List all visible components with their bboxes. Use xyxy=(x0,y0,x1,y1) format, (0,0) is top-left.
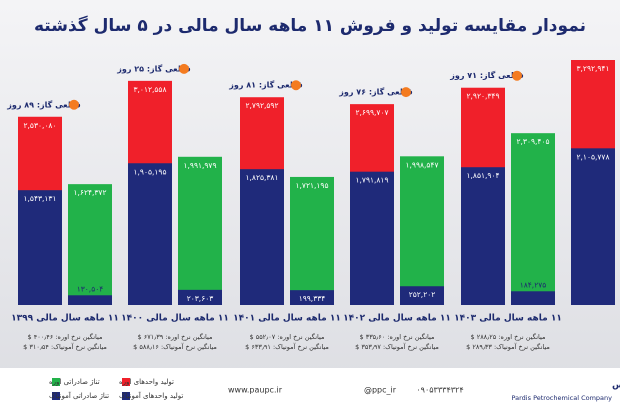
flame-icon xyxy=(179,63,189,74)
phone: ۰۹۰۵۳۳۳۴۳۲۴ xyxy=(416,386,463,395)
x-tick-label: ۱۱ ماهه سال مالی ۱۴۰۲ xyxy=(343,314,451,324)
footer xyxy=(0,368,620,410)
price-ammonia: میانگین نرخ آمونیاک: ۶۳۳٫۹۱ $ xyxy=(245,342,329,351)
x-tick-label: ۱۱ ماهه سال مالی ۱۴۰۳ xyxy=(454,314,562,324)
company: شرکت پتروشیمی پردیس xyxy=(612,381,620,391)
value-label: ۱۸۴,۲۷۵ xyxy=(520,280,547,289)
gas-cut: قطعی گاز: ۸۱ روز xyxy=(228,80,302,90)
bar xyxy=(240,169,284,305)
gas-cut: قطعی گاز: ۲۵ روز xyxy=(116,63,190,73)
value-label: ۲۵۲,۲۰۲ xyxy=(409,290,436,299)
legend-label: تولید واحدهای آمونیاک xyxy=(119,391,183,400)
price-ammonia: میانگین نرخ آمونیاک: ۳۵۳٫۹۷ $ xyxy=(355,342,439,351)
gas-cut: قطعی گاز: ۸۹ روز xyxy=(6,99,80,109)
bar xyxy=(290,176,334,305)
x-tick-label: ۱۱ ماهه سال مالی ۱۳۹۹ xyxy=(11,314,119,324)
price-ammonia: میانگین نرخ آمونیاک: ۲۸۹٫۳۳ $ xyxy=(466,342,550,351)
value-label: ۱,۷۲۱,۱۹۵ xyxy=(296,181,329,190)
bar xyxy=(290,290,334,305)
price-urea: میانگین نرخ اوره: ۲۸۸٫۲۵ $ xyxy=(471,333,546,341)
bar xyxy=(511,133,555,305)
legend-swatch xyxy=(122,378,130,386)
price-ammonia: میانگین نرخ آمونیاک: ۳۱۰٫۵۴ $ xyxy=(23,342,107,351)
legend-swatch xyxy=(52,378,60,386)
company-en: Pardis Petrochemical Company xyxy=(512,394,613,402)
price-urea: میانگین نرخ اوره: ۴۰۰٫۴۶ $ xyxy=(28,333,103,341)
bar xyxy=(461,167,505,305)
bar xyxy=(178,289,222,305)
gas-cut: قطعی گاز: ۷۶ روز xyxy=(338,87,412,97)
value-label: ۱,۷۹۱,۸۱۹ xyxy=(356,176,389,185)
flame-icon xyxy=(401,87,411,98)
legend-swatch xyxy=(52,392,60,400)
value-label: ۱۳۰,۵۰۴ xyxy=(77,284,104,293)
value-label: ۲,۳۰۹,۴۰۵ xyxy=(517,137,550,146)
value-label: ۲,۷۹۲,۵۹۲ xyxy=(246,101,279,110)
gas-cut: قطعی گاز: ۷۱ روز xyxy=(449,70,523,80)
value-label: ۱,۵۴۳,۱۳۱ xyxy=(24,194,57,203)
value-label: ۱,۶۲۴,۳۷۲ xyxy=(74,188,107,197)
flame-icon xyxy=(512,70,522,81)
website: www.paupc.ir xyxy=(228,386,283,395)
bar xyxy=(400,286,444,305)
price-urea: میانگین نرخ اوره: ۵۵۲٫۰۷ $ xyxy=(250,333,325,341)
bar xyxy=(68,184,112,305)
social: @ppc_ir xyxy=(364,386,397,395)
value-label: ۳,۰۱۲,۵۵۸ xyxy=(134,85,167,94)
flame-icon xyxy=(69,99,79,110)
value-label: ۱,۹۹۱,۹۷۹ xyxy=(184,161,217,170)
bar xyxy=(128,163,172,305)
flame-icon xyxy=(291,80,301,91)
bar xyxy=(68,295,112,305)
value-label: ۲,۱۰۵,۷۷۸ xyxy=(577,152,610,161)
legend-label: تولید واحدهای اوره xyxy=(119,378,174,386)
x-tick-label: ۱۱ ماهه سال مالی ۱۴۰۱ xyxy=(233,314,341,324)
value-label: ۲,۹۲۰,۳۴۹ xyxy=(467,92,500,101)
value-label: ۲,۶۹۹,۷۰۷ xyxy=(356,108,389,117)
bar xyxy=(571,148,615,305)
price-ammonia: میانگین نرخ آمونیاک: ۵۸۸٫۱۶ $ xyxy=(133,342,217,351)
chart-title: نمودار مقایسه تولید و فروش ۱۱ ماهه سال م… xyxy=(34,15,586,36)
value-label: ۱۹۹,۳۳۴ xyxy=(299,294,326,303)
value-label: ۱,۹۰۵,۱۹۵ xyxy=(134,167,167,176)
x-tick-label: ۱۱ ماهه سال مالی ۱۴۰۰ xyxy=(121,314,229,324)
value-label: ۱,۸۲۵,۳۸۱ xyxy=(246,173,279,182)
price-urea: میانگین نرخ اوره: ۳۳۵٫۶۰ $ xyxy=(360,333,435,341)
legend-swatch xyxy=(122,392,130,400)
bar xyxy=(400,156,444,305)
bar xyxy=(178,156,222,305)
value-label: ۱,۹۹۸,۵۴۷ xyxy=(406,160,439,169)
value-label: ۲۰۳,۶۰۳ xyxy=(187,294,214,303)
value-label: ۱,۸۵۱,۹۰۴ xyxy=(467,171,500,180)
value-label: ۳,۲۹۲,۹۴۱ xyxy=(577,64,610,73)
value-label: ۲,۵۳۰,۰۸۰ xyxy=(24,121,57,130)
price-urea: میانگین نرخ اوره: ۶۷۱٫۳۹ $ xyxy=(138,333,213,341)
legend-label: تناژ صادراتی اوره xyxy=(49,378,100,386)
legend-label: تناژ صادراتی آمونیاک xyxy=(49,391,109,400)
bar xyxy=(18,190,62,305)
bar xyxy=(350,171,394,305)
bar xyxy=(511,291,555,305)
